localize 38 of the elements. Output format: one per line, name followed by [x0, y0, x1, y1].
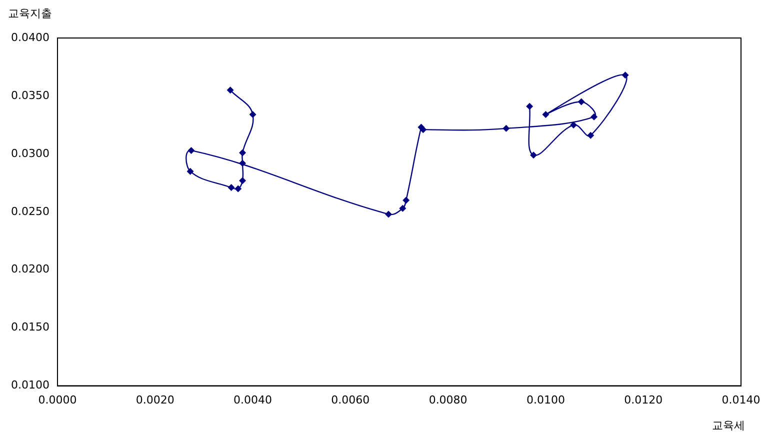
x-tick-label: 0.0060	[331, 393, 370, 406]
y-tick-label: 0.0150	[10, 320, 50, 334]
point	[402, 196, 410, 204]
x-tick-label: 0.0020	[136, 393, 174, 406]
point	[385, 210, 392, 218]
point	[239, 149, 246, 156]
y-tick-label: 0.0200	[10, 262, 50, 276]
point	[530, 152, 538, 159]
x-tick-label: 0.0080	[428, 393, 468, 406]
x-axis-title: 교육세	[712, 418, 745, 433]
point	[228, 184, 235, 192]
y-tick-label: 0.0350	[10, 88, 50, 102]
x-tick-label: 0.0100	[526, 393, 565, 406]
point	[239, 177, 246, 184]
x-tick-label: 0.0140	[722, 393, 760, 406]
y-tick-label: 0.0100	[10, 378, 50, 392]
point	[622, 72, 629, 79]
x-tick-label: 0.0040	[234, 393, 272, 406]
point	[578, 98, 585, 106]
point	[542, 111, 550, 118]
point	[188, 146, 195, 154]
point	[226, 86, 234, 94]
point	[590, 113, 598, 120]
point	[249, 111, 256, 118]
point	[587, 132, 594, 139]
y-tick-label: 0.0400	[10, 30, 50, 44]
y-axis-title: 교육지출	[8, 6, 52, 21]
point	[502, 124, 510, 132]
point	[526, 102, 534, 110]
x-tick-label: 0.0000	[38, 393, 77, 406]
y-tick-label: 0.0300	[10, 146, 50, 160]
x-tick-label: 0.0120	[624, 393, 663, 406]
point	[234, 185, 242, 192]
point	[399, 204, 406, 212]
point	[570, 121, 578, 128]
y-tick-label: 0.0250	[10, 204, 50, 218]
point	[239, 160, 246, 167]
point	[186, 168, 194, 175]
